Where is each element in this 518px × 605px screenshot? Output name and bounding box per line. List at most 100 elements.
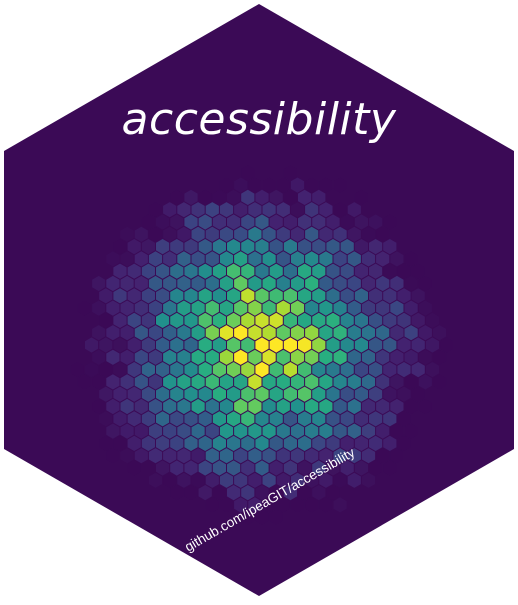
hexbin-cell: [269, 386, 283, 402]
hexbin-cell: [163, 275, 177, 292]
hexbin-cell: [319, 398, 333, 415]
hexbin-cell: [234, 251, 248, 267]
hexbin-cell: [241, 165, 255, 181]
hexbin-cell: [397, 288, 411, 304]
hexbin-cell: [255, 435, 269, 451]
hexbin-cell: [141, 312, 155, 328]
hexbin-cell: [347, 448, 361, 464]
hexbin-cell: [369, 312, 383, 328]
hexbin-cell: [397, 337, 411, 353]
hexbin-cell: [170, 411, 184, 427]
hexbin-cell: [333, 423, 347, 439]
hexbin-cell: [198, 263, 212, 279]
hexbin-cell: [276, 374, 290, 390]
hexbin-cell: [205, 349, 219, 365]
hexbin-cell: [184, 435, 198, 451]
hexbin-cell: [283, 386, 297, 402]
hexbin-cell: [212, 485, 226, 501]
hexbin-cell: [283, 189, 297, 205]
hexbin-cell: [184, 386, 198, 402]
hexbin-cell: [269, 189, 283, 205]
hexbin-cell: [383, 214, 397, 230]
hexbin-cell: [205, 448, 219, 464]
hexbin-cell: [184, 337, 198, 353]
hexbin-cell: [184, 362, 198, 378]
hexbin-cell: [397, 362, 411, 378]
hexbin-cell: [326, 263, 340, 279]
hexbin-cell: [191, 472, 205, 488]
hexbin-cell: [340, 362, 354, 378]
hexbin-cell: [219, 251, 234, 267]
hexbin-cell: [312, 362, 326, 378]
hexbin-cell: [319, 275, 333, 292]
hexbin-cell: [134, 349, 148, 365]
hexbin-cell: [184, 239, 198, 255]
hexbin-cell: [383, 239, 397, 255]
hexbin-cell: [156, 312, 170, 328]
hexbin-cell: [141, 337, 155, 353]
hexbin-cell: [269, 288, 283, 304]
hexbin-cell: [219, 423, 234, 439]
hexbin-cell: [276, 423, 290, 439]
hexbin-cell: [347, 398, 361, 415]
hexbin-cell: [326, 214, 340, 230]
hexbin-cell: [212, 312, 226, 328]
hexbin-cell: [241, 386, 255, 402]
hexbin-cell: [433, 325, 447, 341]
hexbin-cell: [369, 239, 383, 255]
hexbin-cell: [219, 374, 234, 390]
hexbin-cell: [333, 251, 347, 267]
hexbin-cell: [184, 189, 198, 205]
hexbin-cell: [262, 423, 276, 439]
hexbin-cell: [156, 239, 170, 255]
hexbin-map: [70, 165, 454, 525]
hexbin-cell: [255, 214, 269, 230]
hexbin-cell: [347, 251, 361, 267]
hexbin-cell: [177, 325, 191, 341]
hexbin-cell: [255, 288, 269, 304]
hexbin-cell: [411, 312, 425, 328]
hexbin-cell: [390, 374, 404, 390]
hexbin-cell: [312, 239, 326, 255]
hexbin-cell: [383, 337, 397, 353]
hexbin-cell: [248, 226, 262, 242]
hexbin-cell: [418, 325, 432, 341]
hexbin-cell: [262, 202, 276, 218]
hexbin-cell: [127, 337, 141, 353]
hexbin-cell: [170, 460, 184, 476]
hexbin-cell: [440, 337, 454, 353]
hexbin-cell: [390, 448, 404, 464]
hexbin-cell: [340, 411, 354, 427]
hexbin-cell: [205, 226, 219, 242]
hexbin-cell: [127, 288, 141, 304]
hexbin-cell: [212, 189, 226, 205]
hexbin-cell: [333, 226, 347, 242]
hexbin-cell: [298, 337, 312, 353]
hexbin-cell: [148, 472, 163, 488]
hexbin-cell: [227, 288, 241, 304]
hexbin-cell: [290, 349, 305, 365]
hexbin-cell: [354, 460, 368, 476]
hexbin-cell: [262, 275, 276, 292]
hexbin-cell: [141, 435, 155, 451]
hexbin-cell: [177, 448, 191, 464]
hexbin-cell: [276, 177, 290, 193]
hexbin-cell: [319, 472, 333, 488]
hexbin-cell: [227, 239, 241, 255]
hexbin-cell: [376, 275, 390, 292]
hexbin-cell: [290, 275, 305, 292]
hexbin-cell: [411, 386, 425, 402]
hexbin-cell: [340, 460, 354, 476]
hexbin-cell: [99, 337, 113, 353]
hexbin-cell: [255, 460, 269, 476]
hexbin-cell: [283, 485, 297, 501]
hexbin-cell: [340, 214, 354, 230]
hexbin-cell: [156, 337, 170, 353]
hexbin-cell: [163, 472, 177, 488]
hexbin-cell: [234, 423, 248, 439]
hexbin-cell: [141, 214, 155, 230]
hexbin-cell: [234, 497, 248, 513]
hexbin-cell: [276, 226, 290, 242]
hexbin-cell: [369, 263, 383, 279]
